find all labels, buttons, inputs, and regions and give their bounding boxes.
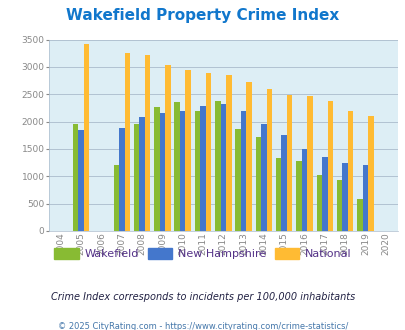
Text: Crime Index corresponds to incidents per 100,000 inhabitants: Crime Index corresponds to incidents per…	[51, 292, 354, 302]
Bar	[165, 65, 170, 231]
Bar	[281, 135, 286, 231]
Bar	[327, 101, 332, 231]
Bar	[134, 124, 139, 231]
Bar	[113, 165, 119, 231]
Legend: Wakefield, New Hampshire, National: Wakefield, New Hampshire, National	[50, 244, 355, 263]
Bar	[362, 165, 367, 231]
Bar	[347, 111, 352, 231]
Bar	[145, 55, 150, 231]
Bar	[307, 96, 312, 231]
Bar	[174, 102, 179, 231]
Bar	[205, 73, 211, 231]
Bar	[316, 175, 321, 231]
Bar	[84, 44, 89, 231]
Bar	[154, 107, 159, 231]
Bar	[73, 124, 78, 231]
Bar	[266, 89, 271, 231]
Bar	[286, 95, 292, 231]
Bar	[255, 137, 260, 231]
Bar	[321, 157, 327, 231]
Bar	[200, 106, 205, 231]
Bar	[215, 101, 220, 231]
Bar	[260, 124, 266, 231]
Text: Wakefield Property Crime Index: Wakefield Property Crime Index	[66, 8, 339, 23]
Bar	[226, 75, 231, 231]
Bar	[275, 158, 281, 231]
Bar	[235, 129, 240, 231]
Bar	[185, 70, 190, 231]
Bar	[194, 111, 200, 231]
Bar	[240, 111, 246, 231]
Bar	[367, 116, 373, 231]
Text: © 2025 CityRating.com - https://www.cityrating.com/crime-statistics/: © 2025 CityRating.com - https://www.city…	[58, 322, 347, 330]
Bar	[246, 82, 251, 231]
Bar	[159, 114, 165, 231]
Bar	[119, 128, 124, 231]
Bar	[336, 180, 341, 231]
Bar	[124, 53, 130, 231]
Bar	[341, 163, 347, 231]
Bar	[179, 111, 185, 231]
Bar	[139, 117, 145, 231]
Bar	[220, 104, 226, 231]
Bar	[356, 199, 362, 231]
Bar	[78, 130, 84, 231]
Bar	[301, 149, 307, 231]
Bar	[296, 161, 301, 231]
